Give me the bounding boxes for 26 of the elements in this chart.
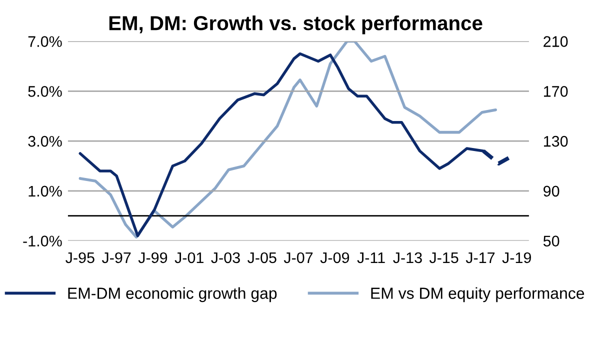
x-tick-label: J-05 [248, 252, 276, 264]
chart-title: EM, DM: Growth vs. stock performance [109, 15, 482, 34]
x-tick-label: J-19 [502, 252, 531, 264]
x-tick-label: J-11 [357, 252, 385, 264]
y2-tick-label: 50 [543, 236, 560, 246]
x-tick-label: J-97 [102, 252, 131, 264]
y2-tick-label: 210 [544, 36, 568, 47]
y-tick-label: 5.0% [28, 86, 62, 97]
x-tick-label: J-13 [393, 252, 422, 264]
x-tick-label: J-03 [211, 252, 240, 264]
y-tick-label: 7.0% [28, 36, 62, 47]
x-tick-label: J-17 [466, 252, 495, 264]
x-tick-label: J-99 [138, 252, 168, 264]
legend-label: EM vs DM equity performance [371, 287, 584, 302]
x-tick-label: J-07 [284, 252, 313, 264]
legend-label: EM-DM economic growth gap [68, 287, 277, 302]
x-tick-label: J-09 [320, 252, 350, 264]
x-tick-label: J-01 [174, 252, 204, 264]
y2-tick-label: 130 [544, 136, 568, 147]
y2-tick-label: 90 [544, 186, 560, 197]
y-tick-label: 1.0% [28, 186, 62, 197]
x-tick-label: J-15 [429, 252, 458, 264]
y2-tick-label: 170 [544, 86, 568, 97]
y-tick-label: -1.0% [23, 236, 62, 246]
x-tick-label: J-95 [66, 252, 94, 264]
y-tick-label: 3.0% [28, 136, 62, 147]
